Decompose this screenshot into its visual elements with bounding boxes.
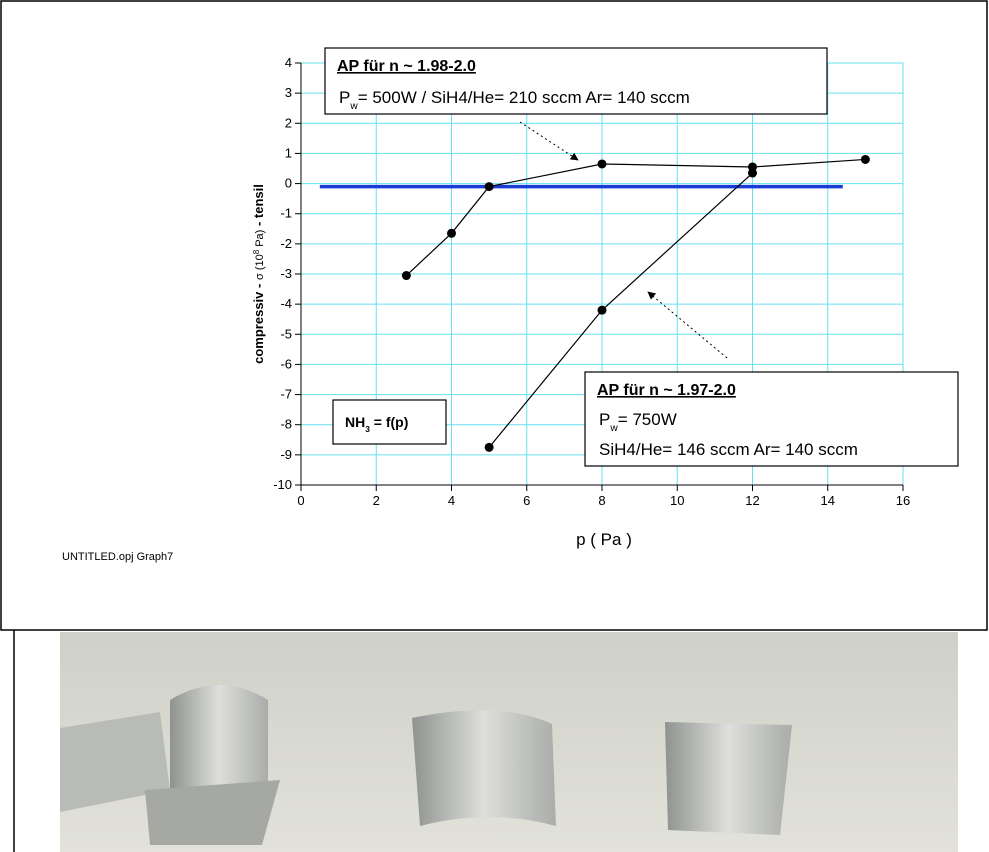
x-tick-label: 10 bbox=[670, 493, 684, 508]
y-axis-label-part: compressiv - bbox=[251, 280, 266, 364]
annotation-text: SiH4/He= 146 sccm Ar= 140 sccm bbox=[599, 440, 858, 459]
annotation-part: P bbox=[339, 88, 350, 107]
x-tick-label: 14 bbox=[821, 493, 835, 508]
annotation-title: AP für n ~ 1.97-2.0 bbox=[597, 382, 736, 399]
x-tick-label: 8 bbox=[598, 493, 605, 508]
x-tick-label: 2 bbox=[373, 493, 380, 508]
data-point bbox=[402, 271, 411, 280]
data-point bbox=[861, 155, 870, 164]
data-point bbox=[485, 182, 494, 191]
y-axis-label-part: Pa) bbox=[254, 230, 266, 250]
data-point bbox=[447, 229, 456, 238]
y-tick-label: -1 bbox=[280, 206, 292, 221]
data-point bbox=[598, 159, 607, 168]
y-tick-label: 4 bbox=[285, 55, 292, 70]
data-point bbox=[485, 443, 494, 452]
x-tick-label: 4 bbox=[448, 493, 455, 508]
y-tick-label: -8 bbox=[280, 417, 292, 432]
page: 0246810121416-10-9-8-7-6-5-4-3-2-101234p… bbox=[0, 0, 989, 852]
footer: UNTITLED.opj Graph7 bbox=[62, 551, 173, 563]
annotation-part: NH bbox=[345, 414, 365, 430]
annotation-part: = f(p) bbox=[370, 414, 409, 430]
y-tick-label: -9 bbox=[280, 447, 292, 462]
annotation-part: = 500W / SiH4/He= 210 sccm Ar= 140 sccm bbox=[358, 88, 690, 107]
x-tick-label: 0 bbox=[297, 493, 304, 508]
y-tick-label: -6 bbox=[280, 356, 292, 371]
y-tick-label: 3 bbox=[285, 85, 292, 100]
y-tick-label: 0 bbox=[285, 176, 292, 191]
annotation-part: P bbox=[599, 410, 610, 429]
photo bbox=[60, 632, 958, 852]
x-tick-label: 12 bbox=[745, 493, 759, 508]
y-tick-label: -4 bbox=[280, 296, 292, 311]
y-tick-label: 2 bbox=[285, 115, 292, 130]
y-tick-label: -7 bbox=[280, 387, 292, 402]
annotation-title: AP für n ~ 1.98-2.0 bbox=[337, 58, 476, 75]
y-tick-label: -10 bbox=[273, 477, 292, 492]
x-tick-label: 6 bbox=[523, 493, 530, 508]
y-tick-label: -5 bbox=[280, 326, 292, 341]
data-point bbox=[598, 306, 607, 315]
y-axis-label: compressiv - σ (108 Pa) - tensil bbox=[251, 184, 266, 364]
data-point bbox=[748, 169, 757, 178]
y-tick-label: -3 bbox=[280, 266, 292, 281]
y-tick-label: 1 bbox=[285, 145, 292, 160]
x-axis-label: p ( Pa ) bbox=[576, 530, 632, 549]
y-axis-label-part: σ (10 bbox=[254, 254, 266, 280]
annotation-part: = 750W bbox=[618, 410, 677, 429]
y-tick-label: -2 bbox=[280, 236, 292, 251]
y-axis-label-part: - tensil bbox=[251, 184, 266, 230]
x-tick-label: 16 bbox=[896, 493, 910, 508]
annotation-part: SiH4/He= 146 sccm Ar= 140 sccm bbox=[599, 440, 858, 459]
